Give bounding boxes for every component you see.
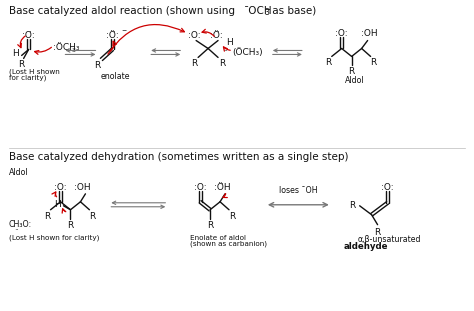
Text: 3: 3	[264, 8, 269, 17]
Text: 3: 3	[72, 48, 75, 53]
Text: R: R	[229, 212, 235, 221]
Text: Aldol: Aldol	[9, 168, 28, 177]
Text: for clarity): for clarity)	[9, 74, 46, 81]
Text: R: R	[94, 61, 100, 70]
Text: loses ¯OH: loses ¯OH	[279, 186, 317, 195]
Text: as base): as base)	[269, 6, 316, 16]
Text: −: −	[121, 28, 127, 33]
Text: H: H	[54, 200, 61, 209]
Text: R: R	[374, 228, 381, 237]
Text: R: R	[219, 59, 225, 68]
Text: :O:: :O:	[194, 183, 206, 192]
Text: R: R	[371, 58, 377, 67]
Text: R: R	[45, 212, 51, 221]
Text: (Lost H shown: (Lost H shown	[9, 68, 59, 75]
Text: R: R	[326, 58, 332, 67]
Text: :ÖCH₃: :ÖCH₃	[53, 43, 79, 52]
Text: (ÖCH₃): (ÖCH₃)	[232, 48, 263, 57]
Text: aldehyde: aldehyde	[343, 242, 388, 251]
Text: R: R	[207, 221, 213, 230]
Text: R: R	[89, 212, 96, 221]
Text: :Ö̈:: :Ö̈:	[106, 30, 119, 39]
Text: Enolate of aldol: Enolate of aldol	[190, 234, 246, 241]
Text: R: R	[18, 60, 25, 69]
Text: R: R	[349, 201, 356, 210]
Text: α,β-unsaturated: α,β-unsaturated	[358, 234, 421, 244]
Text: :Ö̈H: :Ö̈H	[214, 183, 230, 192]
Text: :OH: :OH	[74, 183, 91, 192]
Text: enolate: enolate	[100, 72, 130, 81]
Text: R: R	[348, 67, 355, 77]
Text: ¯OCH: ¯OCH	[244, 6, 273, 16]
Text: :O:: :O:	[54, 183, 67, 192]
Text: H: H	[226, 38, 233, 47]
Text: H: H	[12, 49, 18, 58]
Text: Base catalyzed aldol reaction (shown using: Base catalyzed aldol reaction (shown usi…	[9, 6, 238, 16]
Text: (shown as carbanion): (shown as carbanion)	[190, 241, 267, 247]
Text: :Ö̈:: :Ö̈:	[210, 30, 222, 39]
Text: :O:: :O:	[381, 183, 394, 192]
Text: CH₃O:: CH₃O:	[9, 220, 32, 229]
Text: :OH: :OH	[361, 29, 378, 38]
Text: R: R	[191, 59, 197, 68]
Text: :O:: :O:	[336, 29, 348, 38]
Text: Base catalyzed dehydration (sometimes written as a single step): Base catalyzed dehydration (sometimes wr…	[9, 152, 348, 162]
Text: :Ö:: :Ö:	[22, 30, 35, 39]
Text: (Lost H shown for clarity): (Lost H shown for clarity)	[9, 234, 99, 241]
Text: ··: ··	[14, 226, 18, 235]
Text: Aldol: Aldol	[345, 77, 365, 85]
Text: ..: ..	[223, 44, 228, 53]
Text: R: R	[67, 221, 73, 230]
Text: :O:: :O:	[188, 30, 201, 39]
